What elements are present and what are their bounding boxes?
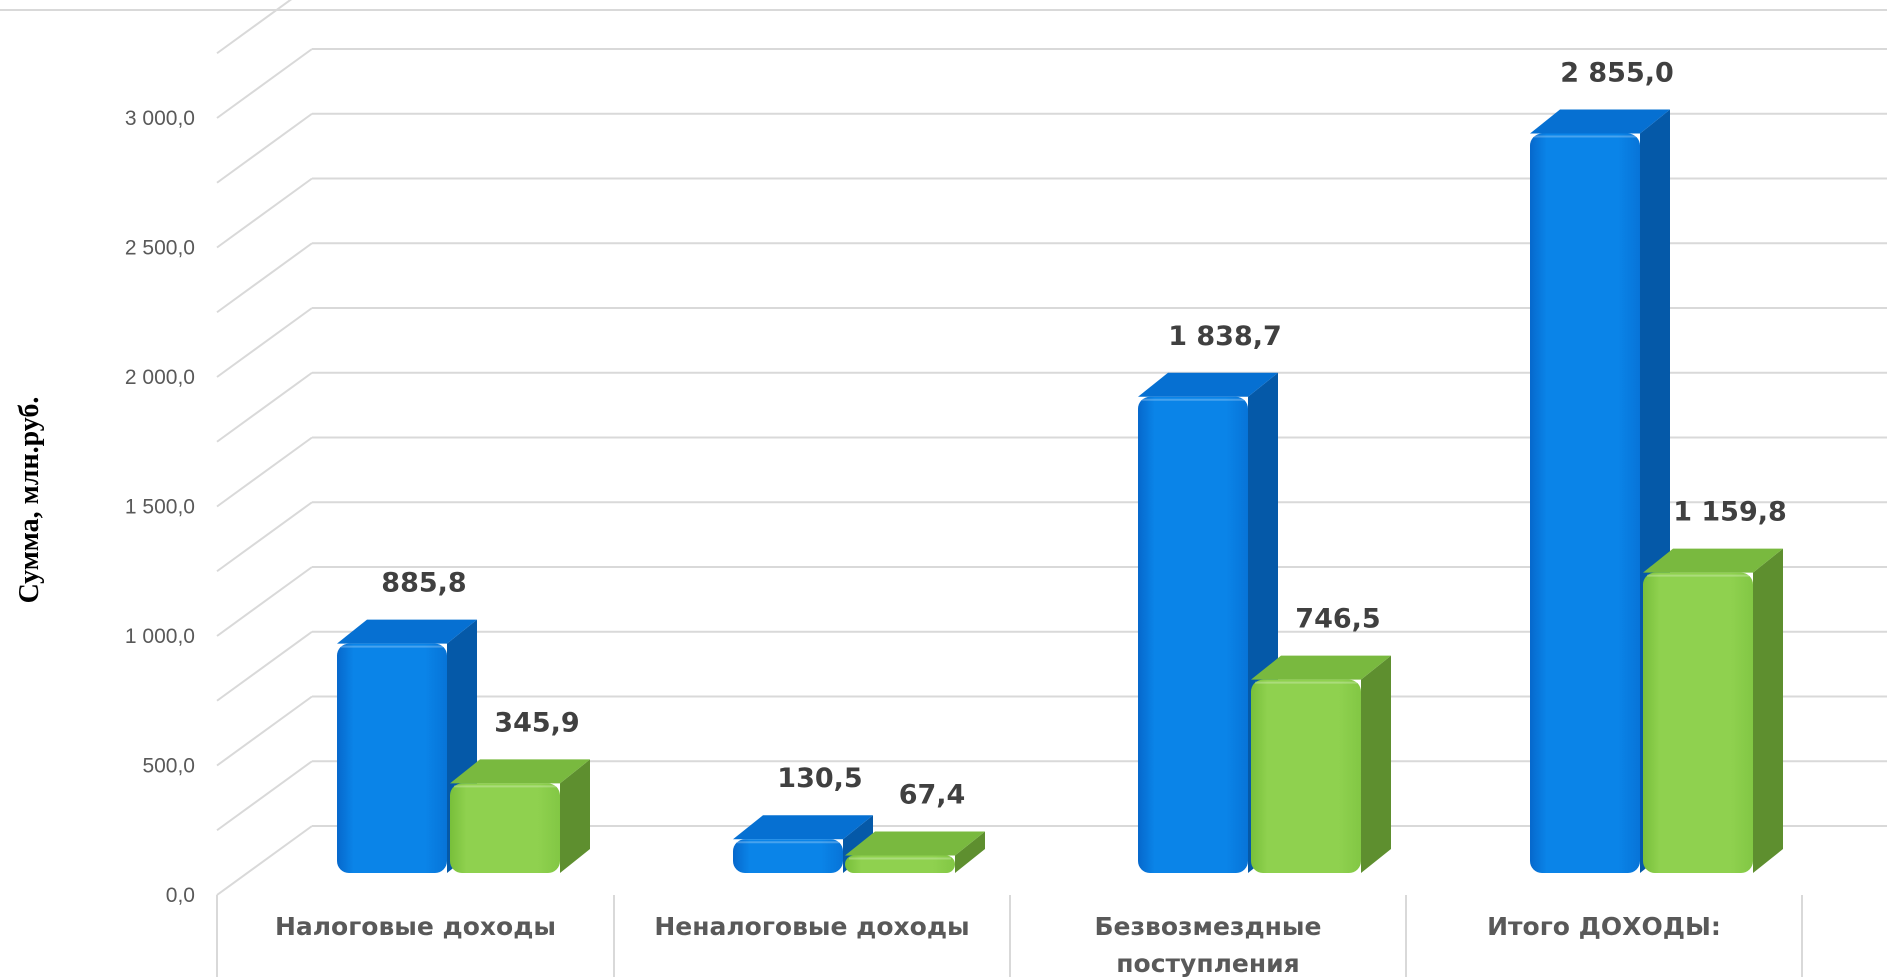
y-tick-label: 1 500,0 [125,496,195,519]
bar-front [1138,396,1248,873]
series-2-bar [1643,548,1783,873]
data-label: 130,5 [777,763,862,794]
gridline-diagonal [216,501,313,573]
gridline-diagonal [216,566,313,637]
bar-side [955,831,985,873]
bar-front [845,855,955,873]
gridline-diagonal [216,436,313,508]
bar-front [1251,679,1361,873]
gridline-diagonal [216,371,313,443]
gridline-diagonal [216,695,313,767]
y-tick-label: 1 000,0 [125,625,195,648]
y-axis: 0,0 500,0 1 000,0 1 500,0 2 000,0 2 500,0 3 00… [125,107,195,907]
bar-top [337,619,477,644]
bar-front [733,839,843,873]
gridline-diagonal [216,630,313,702]
series-2-bar [845,831,985,873]
category-label: Безвозмездные [1094,912,1321,941]
gridline-diagonal [216,177,313,249]
series-2-bar [1251,655,1391,873]
gridline-diagonal [216,242,313,314]
gridline-diagonal [216,825,313,896]
category-label: Налоговые доходы [275,912,556,941]
data-labels: 885,8 130,5 1 838,7 2 855,0 345,9 67,4 746,5 1 … [381,58,1787,811]
bar-front [337,643,447,873]
bar-front [1643,572,1753,873]
gridline-diagonal [216,760,313,832]
data-label: 1 159,8 [1673,497,1787,528]
gridline-diagonal [216,48,313,119]
data-label: 1 838,7 [1168,321,1282,352]
gridline-diagonal [216,0,293,55]
bar-side [1361,655,1391,873]
bar-top [733,815,873,840]
data-label: 2 855,0 [1560,58,1674,89]
data-label: 746,5 [1295,604,1380,635]
bar-top [1643,548,1783,573]
bar-top [450,759,590,784]
y-tick-label: 2 500,0 [125,237,195,260]
y-tick-label: 3 000,0 [125,107,195,130]
bars [337,109,1783,874]
bar-top [1251,655,1391,680]
bar-front [450,783,560,873]
y-tick-label: 500,0 [142,755,195,778]
y-tick-label: 0,0 [166,884,195,907]
y-tick-label: 2 000,0 [125,366,195,389]
bar-side [1753,548,1783,873]
category-label: поступления [1116,949,1299,977]
bar-top [1138,372,1278,397]
gridline-diagonal [216,112,313,184]
category-label: Неналоговые доходы [654,912,969,941]
bar-top [1530,109,1670,134]
x-axis: Налоговые доходы Неналоговые доходы Безвоз… [275,912,1721,977]
gridline-diagonal [216,307,313,378]
series-1-bar [337,619,477,873]
y-axis-label: Сумма, млн.руб. [14,397,45,604]
bar-front [1530,133,1640,873]
series-2-bar [450,759,590,873]
bar-side [560,759,590,873]
category-label: Итого ДОХОДЫ: [1487,912,1721,941]
bar-top [845,831,985,856]
data-label: 67,4 [899,780,966,811]
data-label: 885,8 [381,568,466,599]
data-label: 345,9 [494,707,579,738]
